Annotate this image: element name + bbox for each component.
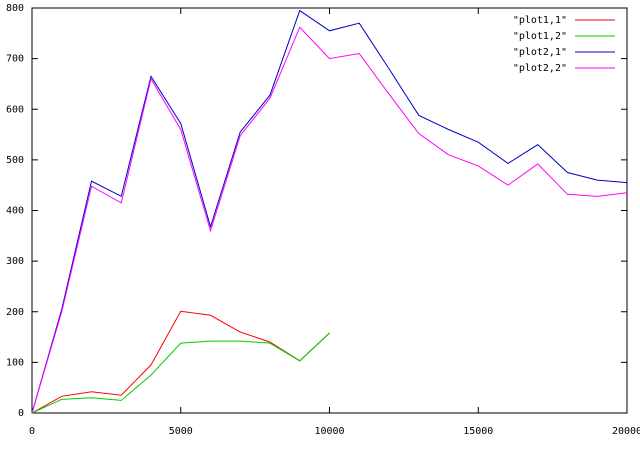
x-tick-label: 15000 xyxy=(463,426,493,437)
y-tick-label: 700 xyxy=(6,54,24,65)
y-tick-label: 800 xyxy=(6,3,24,14)
series-line xyxy=(31,26,628,414)
y-tick-label: 0 xyxy=(18,408,24,419)
legend-label: "plot2,2" xyxy=(513,63,567,74)
y-tick-label: 600 xyxy=(6,104,24,115)
x-tick-label: 20000 xyxy=(612,426,640,437)
legend-label: "plot1,2" xyxy=(513,31,567,42)
y-tick-label: 200 xyxy=(6,307,24,318)
x-tick-label: 10000 xyxy=(314,426,344,437)
legend-label: "plot2,1" xyxy=(513,47,567,58)
x-tick-label: 5000 xyxy=(169,426,193,437)
series-line xyxy=(31,9,628,414)
series-line xyxy=(31,310,330,414)
legend-label: "plot1,1" xyxy=(513,15,567,26)
y-tick-label: 100 xyxy=(6,357,24,368)
y-tick-label: 300 xyxy=(6,256,24,267)
series-line xyxy=(31,332,330,414)
y-tick-label: 500 xyxy=(6,155,24,166)
x-tick-label: 0 xyxy=(29,426,35,437)
y-tick-label: 400 xyxy=(6,206,24,217)
